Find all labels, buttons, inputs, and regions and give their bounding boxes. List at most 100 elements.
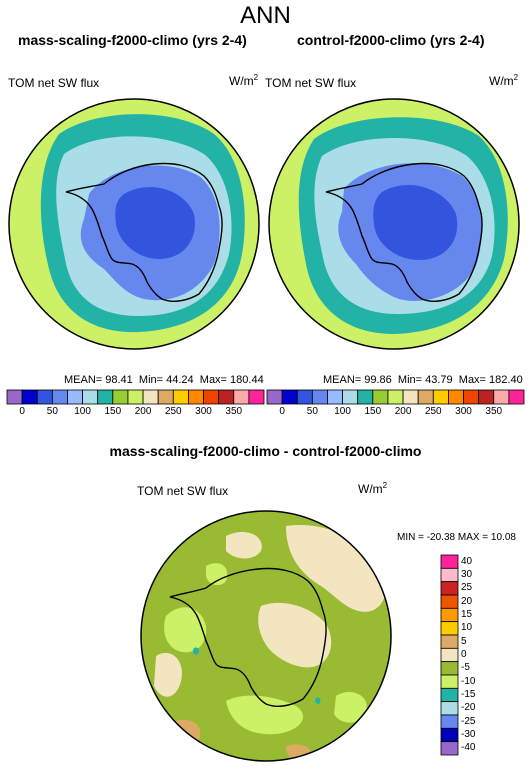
colorbar-swatch bbox=[218, 389, 235, 405]
antarctica-coastline bbox=[65, 162, 223, 302]
panel-1-variable: TOM net SW flux bbox=[8, 76, 100, 90]
colorbar-tick-label: 350 bbox=[485, 406, 503, 417]
colorbar-swatch bbox=[82, 389, 99, 405]
colorbar-swatch bbox=[97, 389, 114, 405]
colorbar-swatch bbox=[67, 389, 83, 405]
colorbar-tick-label: 10 bbox=[461, 622, 473, 634]
colorbar-tick-label: 250 bbox=[164, 406, 182, 417]
panel-2-title: control-f2000-climo (yrs 2-4) bbox=[297, 32, 485, 48]
region-beige bbox=[154, 652, 182, 697]
colorbar-panel-1 bbox=[6, 389, 265, 405]
colorbar-tick-label: 50 bbox=[46, 406, 58, 417]
colorbar-tick-label: 50 bbox=[306, 406, 318, 417]
map-panel-2 bbox=[268, 98, 520, 350]
colorbar-tick-label: 150 bbox=[104, 406, 122, 417]
colorbar-swatch bbox=[463, 389, 480, 405]
colorbar-swatch bbox=[172, 389, 189, 405]
colorbar-tick-label: 0 bbox=[19, 406, 25, 417]
colorbar-swatch bbox=[440, 727, 459, 743]
colorbar-swatch bbox=[36, 389, 53, 405]
colorbar-swatch bbox=[440, 554, 459, 569]
colorbar-swatch bbox=[233, 389, 250, 405]
region-tan bbox=[355, 730, 374, 749]
colorbar-tick-label: 20 bbox=[461, 595, 473, 607]
region-beige bbox=[226, 531, 262, 559]
colorbar-tick-label: 100 bbox=[74, 406, 91, 417]
colorbar-swatch bbox=[327, 389, 343, 405]
panel-2-stats: MEAN= 99.86 Min= 43.79 Max= 182.40 bbox=[323, 374, 523, 386]
colorbar-swatch bbox=[440, 714, 459, 729]
colorbar-swatch bbox=[296, 389, 313, 405]
colorbar-tick-label: 250 bbox=[424, 406, 442, 417]
colorbar-diff-labels: 40 30 25 20 15 10 5 0 -5 -10 -15 -20 -25 -30 -40 bbox=[461, 555, 501, 755]
region-teal bbox=[315, 697, 321, 704]
colorbar-tick-label: -5 bbox=[461, 662, 470, 674]
colorbar-tick-label: -30 bbox=[461, 729, 476, 740]
region-lightgreen bbox=[334, 691, 367, 723]
colorbar-swatch bbox=[448, 389, 464, 405]
colorbar-tick-label: 300 bbox=[195, 406, 212, 417]
colorbar-swatch bbox=[417, 389, 434, 405]
region-darkblue bbox=[115, 186, 195, 259]
colorbar-swatch bbox=[157, 389, 174, 405]
colorbar-swatch bbox=[440, 674, 459, 689]
colorbar-tick-label: 350 bbox=[225, 406, 243, 417]
colorbar-swatch bbox=[440, 634, 459, 649]
colorbar-tick-label: -40 bbox=[461, 742, 476, 754]
colorbar-swatch bbox=[188, 389, 204, 405]
colorbar-swatch bbox=[440, 687, 459, 703]
colorbar-tick-label: -20 bbox=[461, 702, 476, 714]
colorbar-tick-label: 200 bbox=[394, 406, 412, 417]
colorbar-tick-label: 200 bbox=[134, 406, 152, 417]
colorbar-swatch bbox=[440, 647, 459, 663]
antarctica-coastline bbox=[169, 567, 327, 707]
panel-1-units: W/m2 bbox=[229, 73, 259, 88]
map-diff bbox=[140, 510, 392, 762]
panel-1-title: mass-scaling-f2000-climo (yrs 2-4) bbox=[18, 32, 247, 48]
colorbar-swatch bbox=[440, 581, 459, 596]
region-lightgreen bbox=[206, 563, 228, 586]
colorbar-swatch bbox=[51, 389, 68, 405]
colorbar-swatch bbox=[508, 389, 525, 405]
colorbar-tick-label: 40 bbox=[461, 555, 473, 567]
colorbar-tick-label: 100 bbox=[334, 406, 351, 417]
region-teal bbox=[192, 647, 200, 655]
colorbar-swatch bbox=[440, 621, 459, 636]
colorbar-swatch bbox=[478, 389, 495, 405]
diff-variable: TOM net SW flux bbox=[137, 484, 229, 498]
colorbar-tick-label: 25 bbox=[461, 582, 473, 594]
region-lightgreen bbox=[164, 607, 207, 653]
colorbar-diff bbox=[440, 554, 459, 756]
colorbar-swatch bbox=[432, 389, 449, 405]
colorbar-swatch bbox=[112, 389, 129, 405]
colorbar-swatch bbox=[127, 389, 144, 405]
colorbar-panel-2-labels: 0 50 100 150 200 250 300 350 bbox=[267, 406, 524, 420]
colorbar-swatch bbox=[440, 567, 459, 583]
region-beige bbox=[258, 602, 332, 668]
colorbar-tick-label: -10 bbox=[461, 675, 476, 687]
diff-title: mass-scaling-f2000-climo - control-f2000… bbox=[109, 443, 422, 459]
colorbar-swatch bbox=[493, 389, 510, 405]
panel-2-variable: TOM net SW flux bbox=[265, 76, 357, 90]
map-panel-1 bbox=[8, 98, 260, 350]
colorbar-swatch bbox=[440, 594, 459, 609]
colorbar-swatch bbox=[387, 389, 404, 405]
colorbar-swatch bbox=[281, 389, 298, 405]
colorbar-tick-label: -15 bbox=[461, 689, 476, 700]
colorbar-swatch bbox=[311, 389, 328, 405]
panel-1-stats: MEAN= 98.41 Min= 44.24 Max= 180.44 bbox=[64, 374, 264, 386]
colorbar-swatch bbox=[357, 389, 374, 405]
colorbar-swatch bbox=[142, 389, 159, 405]
colorbar-swatch bbox=[248, 389, 265, 405]
colorbar-swatch bbox=[21, 389, 38, 405]
diff-minmax: MIN = -20.38 MAX = 10.08 bbox=[397, 532, 516, 543]
diff-units: W/m2 bbox=[358, 481, 388, 496]
colorbar-swatch bbox=[440, 741, 459, 756]
colorbar-swatch bbox=[6, 389, 23, 405]
antarctica-coastline bbox=[325, 162, 483, 302]
colorbar-tick-label: -25 bbox=[461, 715, 476, 727]
colorbar-swatch bbox=[266, 389, 283, 405]
colorbar-swatch bbox=[342, 389, 359, 405]
colorbar-tick-label: 0 bbox=[461, 649, 467, 660]
region-darkblue bbox=[373, 184, 458, 260]
